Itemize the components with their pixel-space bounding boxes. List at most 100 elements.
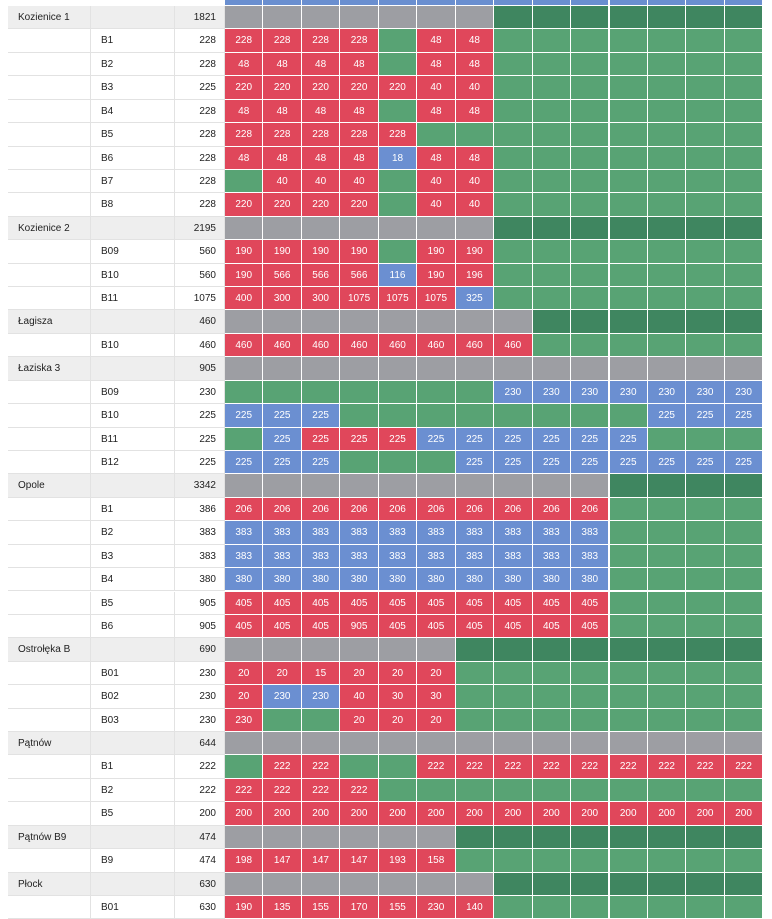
row-unit: B4 (91, 99, 175, 124)
cell (609, 6, 648, 30)
cell (340, 357, 379, 381)
row-unit (91, 825, 175, 850)
cell: 460 (340, 333, 379, 358)
header-strip (609, 0, 648, 5)
cell (724, 146, 764, 170)
cell: 460 (225, 333, 264, 358)
cell (494, 99, 533, 124)
cell (378, 240, 418, 264)
cell (378, 6, 418, 30)
cell: 200 (378, 802, 418, 826)
cell: 225 (301, 404, 341, 428)
cell: 225 (686, 450, 725, 475)
cell (724, 614, 764, 639)
cell: 48 (455, 146, 495, 170)
row-name: Łaziska 3 (8, 357, 91, 381)
cell (724, 357, 764, 381)
row-unit: B11 (91, 427, 175, 451)
cell (724, 591, 764, 615)
row-unit: B8 (91, 193, 175, 217)
cell (686, 614, 725, 639)
row-unit: B09 (91, 240, 175, 264)
cell (301, 732, 341, 756)
cell: 206 (494, 497, 533, 522)
row-name (8, 333, 91, 358)
cell (340, 825, 379, 850)
cell: 190 (417, 263, 456, 288)
row-unit: B2 (91, 52, 175, 77)
cell (340, 474, 379, 498)
cell: 20 (378, 708, 418, 732)
cell: 20 (263, 661, 302, 686)
row-unit: B1 (91, 29, 175, 53)
cell (609, 310, 648, 334)
cell (455, 849, 495, 873)
cell (686, 287, 725, 311)
cell (494, 849, 533, 873)
cell (609, 333, 648, 358)
cell: 200 (494, 802, 533, 826)
cell: 380 (455, 568, 495, 592)
cell (647, 310, 687, 334)
cell (609, 685, 648, 709)
cell (455, 685, 495, 709)
cell: 1075 (378, 287, 418, 311)
cell (609, 169, 648, 194)
cell: 220 (301, 193, 341, 217)
cell (532, 52, 572, 77)
cell (455, 872, 495, 896)
cell: 383 (494, 544, 533, 569)
cell (494, 216, 533, 241)
cell (340, 872, 379, 896)
cell (494, 778, 533, 803)
cell: 400 (225, 287, 264, 311)
cell: 225 (455, 450, 495, 475)
cell (686, 872, 725, 896)
cell (724, 310, 764, 334)
cell (225, 380, 264, 405)
cell (417, 825, 456, 850)
cell: 48 (263, 99, 302, 124)
cell (686, 497, 725, 522)
cell (455, 216, 495, 241)
cell: 225 (417, 427, 456, 451)
row-unit: B10 (91, 263, 175, 288)
cell (494, 29, 533, 53)
cell (532, 76, 572, 100)
cell: 460 (378, 333, 418, 358)
cell (417, 450, 456, 475)
cell (647, 76, 687, 100)
cell: 222 (301, 755, 341, 779)
cell: 48 (340, 146, 379, 170)
cell: 380 (263, 568, 302, 592)
cell: 220 (378, 76, 418, 100)
row-name (8, 427, 91, 451)
cell (686, 357, 725, 381)
cell: 405 (225, 591, 264, 615)
cell (532, 661, 572, 686)
cell: 225 (571, 427, 610, 451)
cell (571, 240, 610, 264)
cell: 225 (340, 427, 379, 451)
cell (225, 310, 264, 334)
row-value: 228 (175, 193, 225, 217)
row-unit: B1 (91, 755, 175, 779)
cell: 230 (301, 685, 341, 709)
cell (494, 685, 533, 709)
cell: 155 (378, 895, 418, 919)
cell (609, 357, 648, 381)
cell: 383 (532, 544, 572, 569)
cell (647, 193, 687, 217)
cell (494, 661, 533, 686)
cell (263, 6, 302, 30)
row-unit: B6 (91, 146, 175, 170)
cell (647, 29, 687, 53)
row-name (8, 287, 91, 311)
cell (417, 872, 456, 896)
cell (301, 474, 341, 498)
cell (724, 263, 764, 288)
cell: 20 (378, 661, 418, 686)
row-unit: B1 (91, 497, 175, 522)
cell: 190 (340, 240, 379, 264)
header-strip (532, 0, 572, 5)
